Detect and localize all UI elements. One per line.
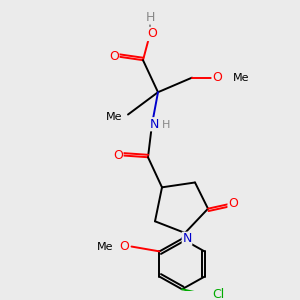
Text: N: N	[149, 118, 159, 131]
Text: O: O	[113, 149, 123, 162]
Text: Me: Me	[106, 112, 122, 122]
Text: O: O	[212, 71, 222, 84]
Text: N: N	[182, 232, 192, 245]
Text: O: O	[120, 240, 130, 253]
Text: H: H	[145, 11, 155, 24]
Text: O: O	[109, 50, 119, 63]
Text: O: O	[147, 28, 157, 40]
Text: Me: Me	[233, 73, 250, 83]
Text: O: O	[228, 197, 238, 210]
Text: Me: Me	[97, 242, 113, 251]
Text: Cl: Cl	[212, 288, 224, 300]
Text: H: H	[162, 120, 170, 130]
